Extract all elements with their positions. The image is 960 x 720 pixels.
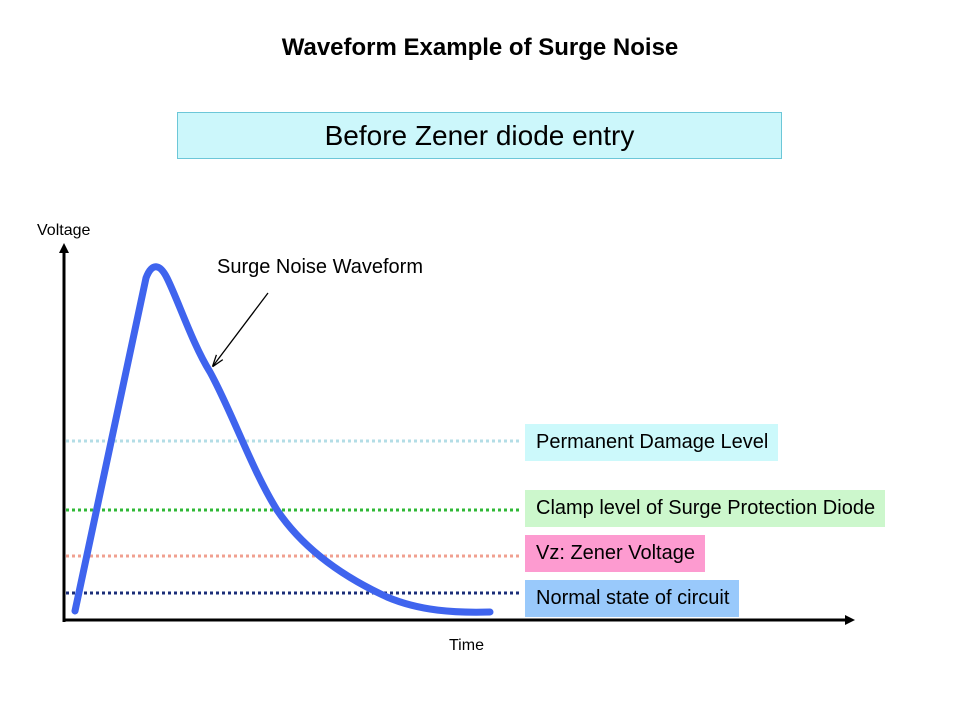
waveform-pointer-arrow [213, 292, 269, 366]
permanent-damage-label: Permanent Damage Level [525, 424, 779, 461]
x-axis-label: Time [449, 637, 484, 654]
page-title: Waveform Example of Surge Noise [281, 34, 679, 61]
subtitle-box: Before Zener diode entry [177, 112, 782, 159]
surge-waveform-curve [71, 263, 494, 616]
waveform-label: Surge Noise Waveform [217, 256, 423, 278]
y-axis-label: Voltage [37, 222, 91, 239]
zener-voltage-label: Vz: Zener Voltage [525, 535, 705, 572]
subtitle-text: Before Zener diode entry [324, 119, 635, 151]
clamp-level-label: Clamp level of Surge Protection Diode [525, 490, 886, 527]
normal-state-label: Normal state of circuit [525, 580, 740, 617]
